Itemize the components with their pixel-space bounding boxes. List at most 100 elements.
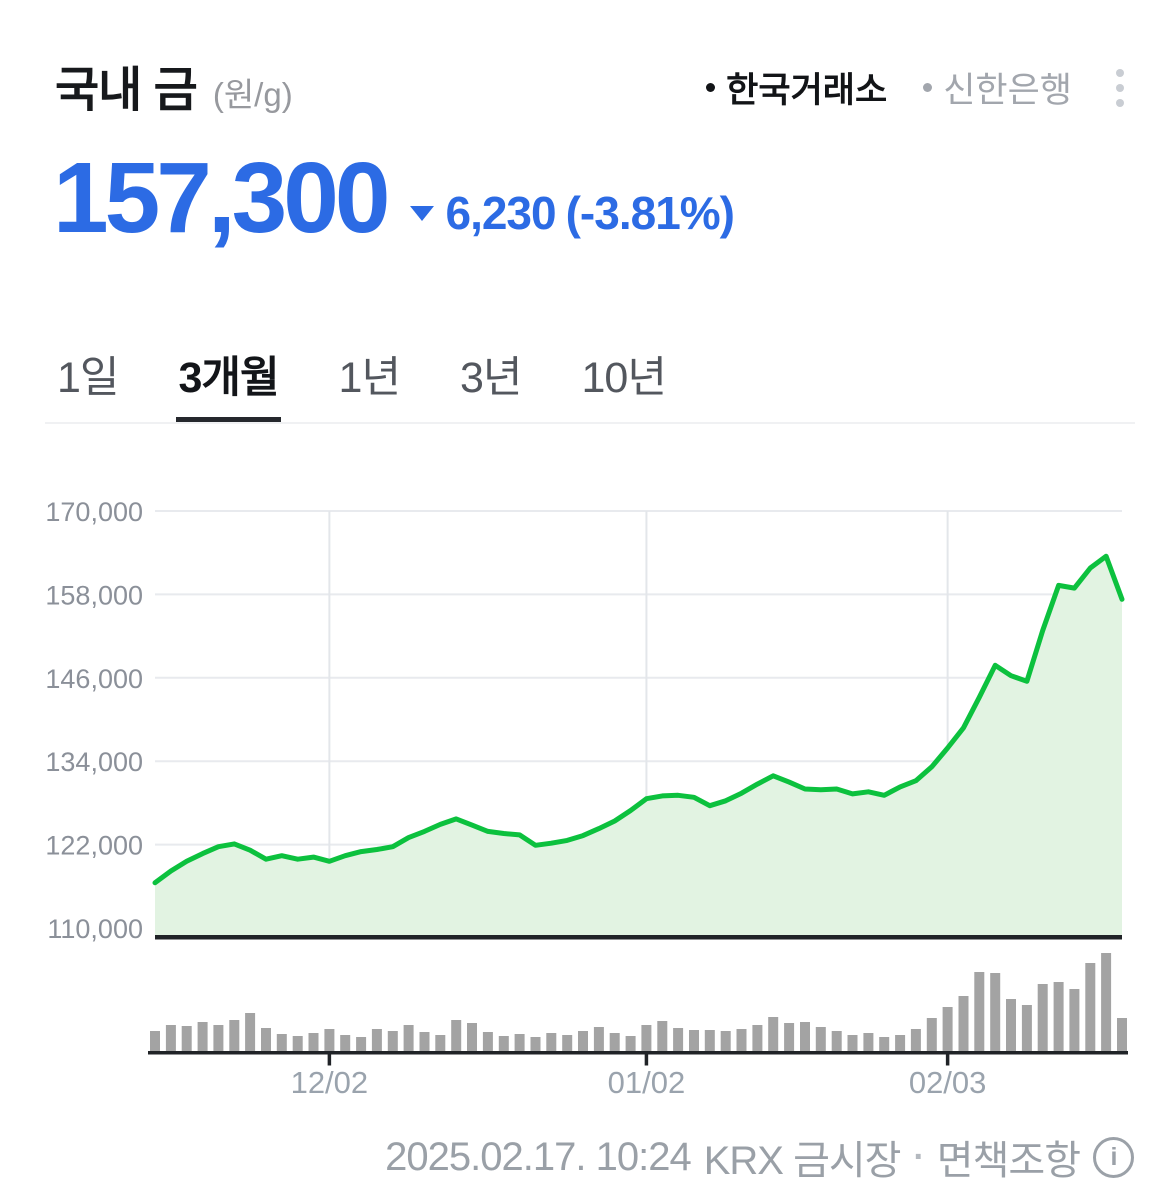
bullet-icon (923, 83, 933, 92)
current-price: 157,300 (53, 142, 390, 254)
tab-1day[interactable]: 1일 (55, 320, 120, 422)
volume-bar (831, 1031, 842, 1051)
info-glyph: i (1110, 1142, 1118, 1171)
period-tabs: 1일 3개월 1년 3년 10년 (45, 320, 1135, 424)
x-axis-label: 02/03 (909, 1065, 987, 1100)
volume-bar (1053, 982, 1064, 1051)
price-baseline (155, 935, 1122, 940)
page-title: 국내 금 (55, 64, 198, 117)
volume-bar (356, 1037, 367, 1051)
price-area-fill (155, 556, 1122, 935)
volume-bar (181, 1026, 192, 1051)
volume-bar (530, 1037, 541, 1051)
volume-bar (800, 1022, 810, 1051)
volume-bar (784, 1023, 795, 1051)
volume-bar (879, 1037, 890, 1051)
volume-bar (990, 973, 1001, 1051)
price-block: 157,300 6,230 (-3.81%) (53, 142, 735, 254)
volume-bar (546, 1033, 557, 1051)
volume-bar (1037, 984, 1048, 1051)
bullet-icon (706, 83, 716, 92)
tab-10year[interactable]: 10년 (580, 320, 668, 422)
down-arrow-icon (410, 205, 435, 221)
price-chart[interactable]: 170,000 158,000 146,000 134,000 122,000 110,0… (0, 478, 1170, 1108)
tab-1year[interactable]: 1년 (337, 320, 402, 422)
price-unit-label: (원/g) (212, 76, 293, 113)
x-axis-label: 12/02 (291, 1065, 369, 1100)
volume-bar (165, 1025, 176, 1051)
volume-bar (514, 1034, 525, 1051)
volume-bar (958, 996, 969, 1051)
volume-bar (847, 1035, 858, 1051)
x-axis: 12/02 01/02 02/03 (148, 1051, 1128, 1100)
volume-bar (562, 1035, 573, 1051)
chart-footer: 2025.02.17. 10:24 KRX 금시장 · 면책조항 i (385, 1128, 1134, 1186)
volume-bar (229, 1020, 240, 1051)
volume-bar (276, 1034, 287, 1051)
volume-bar (625, 1036, 636, 1051)
volume-bar (387, 1031, 398, 1051)
timestamp: 2025.02.17. 10:24 (385, 1134, 692, 1179)
volume-bar (1101, 953, 1112, 1051)
volume-bar (863, 1033, 874, 1051)
volume-bar (910, 1029, 921, 1051)
source-label: 신한은행 (943, 71, 1072, 110)
volume-bar (308, 1033, 319, 1051)
y-axis-label: 158,000 (45, 580, 143, 610)
volume-bar (942, 1007, 953, 1051)
volume-bar (371, 1029, 382, 1051)
volume-bar (435, 1035, 446, 1051)
volume-bar (197, 1022, 208, 1051)
volume-bar (498, 1036, 509, 1051)
change-amount: 6,230 (445, 187, 556, 239)
y-axis-label: 170,000 (45, 497, 143, 527)
y-axis-label: 146,000 (45, 664, 143, 694)
volume-bar (736, 1029, 747, 1051)
y-axis-label: 110,000 (47, 914, 143, 944)
volume-bar (657, 1021, 668, 1051)
volume-bar (593, 1027, 604, 1051)
kebab-menu-icon[interactable] (1110, 65, 1130, 111)
volume-bar (324, 1029, 335, 1051)
volume-bar (815, 1027, 826, 1051)
volume-bar (340, 1035, 351, 1051)
x-axis-label: 01/02 (608, 1065, 686, 1100)
header: 국내 금 (원/g) (55, 50, 293, 120)
price-line-series (152, 553, 1125, 886)
source-label: 한국거래소 (726, 71, 888, 110)
volume-bar (689, 1030, 699, 1051)
volume-bar (150, 1031, 160, 1051)
volume-bar (895, 1035, 906, 1051)
volume-bar (245, 1013, 256, 1051)
volume-bars (150, 953, 1127, 1051)
tab-3month[interactable]: 3개월 (176, 320, 281, 422)
volume-bar (419, 1032, 430, 1051)
change-percent: (-3.81%) (565, 187, 735, 239)
info-icon[interactable]: i (1093, 1136, 1134, 1178)
volume-bar (1117, 1018, 1127, 1051)
volume-bar (768, 1017, 779, 1051)
volume-bar (482, 1032, 493, 1051)
disclaimer-link[interactable]: 면책조항 (936, 1139, 1081, 1183)
volume-bar (641, 1025, 652, 1051)
volume-bar (213, 1025, 224, 1051)
volume-bar (403, 1025, 414, 1051)
y-axis-label: 134,000 (45, 747, 143, 777)
volume-bar (926, 1018, 937, 1051)
volume-bar (261, 1028, 271, 1051)
source-shinhan-button[interactable]: 신한은행 (923, 62, 1072, 113)
source-krx-button[interactable]: 한국거래소 (706, 62, 887, 113)
volume-bar (467, 1023, 477, 1051)
volume-bar (704, 1030, 715, 1051)
volume-bar (974, 972, 985, 1051)
tab-3year[interactable]: 3년 (458, 320, 523, 422)
volume-bar (673, 1028, 684, 1051)
volume-bar (609, 1033, 620, 1051)
price-change: 6,230 (-3.81%) (410, 186, 735, 240)
volume-bar (292, 1036, 303, 1051)
y-axis-label: 122,000 (45, 831, 143, 861)
volume-bar (1021, 1005, 1032, 1051)
data-source-toggle: 한국거래소 신한은행 (706, 62, 1130, 113)
volume-bar (451, 1020, 462, 1051)
